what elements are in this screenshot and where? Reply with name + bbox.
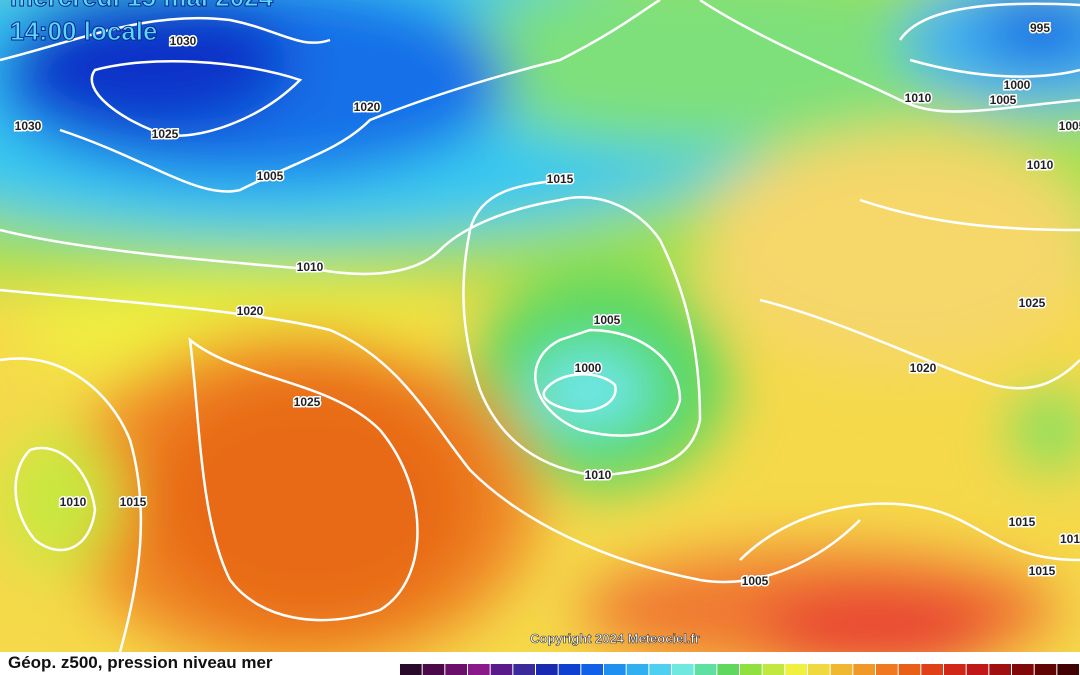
isobar-label: 1030 [15,119,42,133]
colorbar-swatch [785,664,807,675]
caption: Géop. z500, pression niveau mer [8,653,273,672]
isobar-label: 1025 [152,127,179,141]
time-title: 14:00 locale [10,16,157,46]
date-title: mercredi 15 mai 2024 [10,0,274,12]
isobar-label: 1010 [60,495,87,509]
isobar-label: 1015 [547,172,574,186]
colorbar-swatch [445,664,467,675]
isobar-label: 1000 [575,361,602,375]
isobar-label: 101 [1060,532,1080,546]
colorbar-swatch [876,664,898,675]
colorbar-swatch [717,664,739,675]
isobar-label: 1010 [585,468,612,482]
colorbar-swatch [898,664,921,675]
colorbar-swatch [581,664,603,675]
isobar-label: 1015 [1029,564,1056,578]
isobar-label: 1020 [910,361,937,375]
colorbar-swatch [1012,664,1034,675]
isobar-label: 1005 [742,574,769,588]
isobar-label: 1005 [1059,119,1080,133]
colorbar-swatch [808,664,830,675]
isobar-label: 1030 [170,34,197,48]
colorbar-swatch [989,664,1011,675]
colorbar-swatch [513,664,535,675]
isobar-label: 1010 [1027,158,1054,172]
isobar-label: 1010 [905,91,932,105]
isobar-label: 1005 [594,313,621,327]
isobar-lines [0,0,1080,652]
colorbar-swatch [762,664,785,675]
colorbar-swatch [740,664,762,675]
colorbar-swatch [400,664,422,675]
colorbar-swatch [536,664,558,675]
isobar-label: 1005 [257,169,284,183]
copyright: Copyright 2024 Meteociel.fr [530,631,700,646]
colorbar-swatch [694,664,717,675]
colorbar-swatch [558,664,581,675]
colorbar-swatch [604,664,626,675]
colorbar-swatch [921,664,943,675]
colorbar-swatch [944,664,966,675]
colorbar-swatch [649,664,671,675]
colorbar-swatch [626,664,649,675]
isobar-label: 995 [1030,21,1050,35]
isobar-label: 1000 [1004,78,1031,92]
colorbar [400,664,1079,675]
colorbar-swatch [422,664,445,675]
colorbar-swatch [490,664,513,675]
isobar-label: 1025 [294,395,321,409]
colorbar-swatch [672,664,694,675]
colorbar-swatch [1057,664,1079,675]
isobar-label: 1025 [1019,296,1046,310]
isobar-label: 1015 [120,495,147,509]
colorbar-swatch [830,664,853,675]
isobar-label: 1015 [1009,515,1036,529]
colorbar-swatch [1034,664,1057,675]
isobar-label: 1010 [297,260,324,274]
isobar-label: 1020 [237,304,264,318]
colorbar-swatch [468,664,490,675]
colorbar-swatch [966,664,989,675]
isobar-label: 1020 [354,100,381,114]
isobar-label: 1005 [990,93,1017,107]
colorbar-swatch [853,664,875,675]
